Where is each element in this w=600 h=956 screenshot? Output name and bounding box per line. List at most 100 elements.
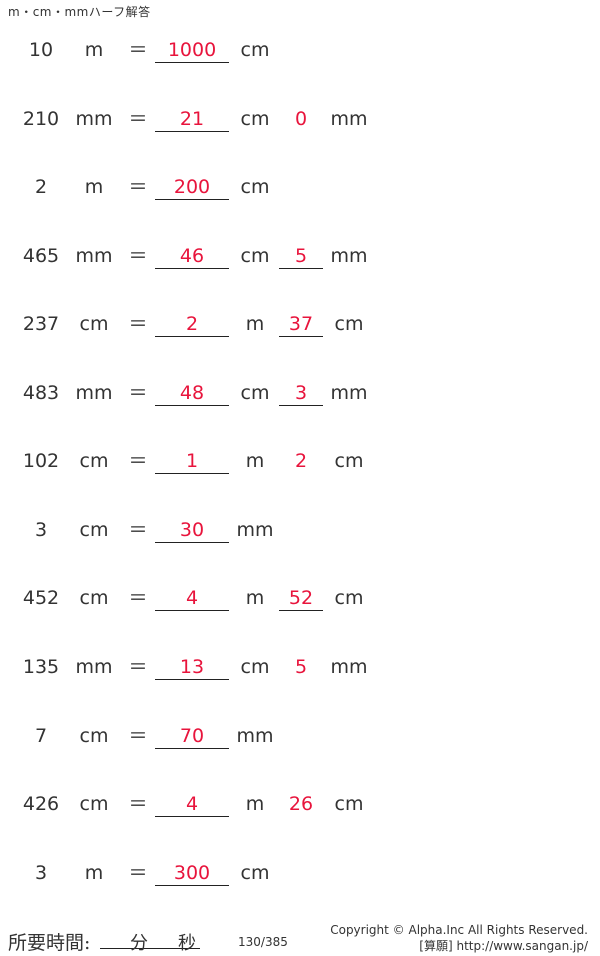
answer-1: 200	[155, 172, 229, 201]
answer-1: 13	[155, 652, 229, 680]
equals-sign: ＝	[128, 176, 148, 199]
unit-from: mm	[75, 107, 113, 130]
equals-sign: ＝	[128, 107, 148, 130]
unit-from: m	[84, 861, 104, 884]
unit-to: cm	[240, 381, 270, 404]
number: 465	[22, 244, 60, 267]
number: 452	[22, 587, 60, 610]
unit-from: cm	[79, 793, 109, 816]
number: 2	[34, 176, 48, 199]
unit-to-2: mm	[330, 107, 368, 130]
number: 7	[34, 724, 48, 747]
equals-sign: ＝	[128, 724, 148, 747]
number: 102	[22, 450, 60, 473]
problem-row: 102 cm ＝ 1 m 2 cm	[0, 446, 600, 476]
page-number: 130/385	[238, 935, 288, 949]
answer-2: 2	[294, 450, 308, 473]
number: 135	[22, 655, 60, 678]
unit-to: cm	[240, 107, 270, 130]
problem-row: 426 cm ＝ 4 m 26 cm	[0, 789, 600, 819]
equals-sign: ＝	[128, 861, 148, 884]
answer-1: 30	[155, 515, 229, 543]
unit-to: cm	[240, 655, 270, 678]
equals-sign: ＝	[128, 518, 148, 541]
equals-sign: ＝	[128, 793, 148, 816]
answer-2: 26	[288, 793, 314, 816]
number: 237	[22, 313, 60, 336]
problem-row: 2 m ＝ 200 cm	[0, 172, 600, 202]
unit-from: cm	[79, 587, 109, 610]
unit-to-2: mm	[330, 655, 368, 678]
unit-to-2: cm	[334, 313, 364, 336]
answer-1: 2	[155, 309, 229, 338]
worksheet-title: m・cm・mmハーフ解答	[8, 5, 151, 19]
problem-row: 7 cm ＝ 70 mm	[0, 721, 600, 751]
unit-from: cm	[79, 450, 109, 473]
problem-row: 210 mm ＝ 21 cm 0 mm	[0, 104, 600, 134]
equals-sign: ＝	[128, 587, 148, 610]
unit-to-2: cm	[334, 587, 364, 610]
number: 3	[34, 518, 48, 541]
problem-row: 452 cm ＝ 4 m 52 cm	[0, 583, 600, 613]
number: 210	[22, 107, 60, 130]
answer-1: 300	[155, 858, 229, 886]
answer-1: 46	[155, 241, 229, 269]
unit-to-2: cm	[334, 450, 364, 473]
equals-sign: ＝	[128, 450, 148, 473]
number: 3	[34, 861, 48, 884]
unit-to: mm	[236, 518, 274, 541]
equals-sign: ＝	[128, 655, 148, 678]
unit-from: cm	[79, 313, 109, 336]
unit-from: m	[84, 176, 104, 199]
unit-to-2: cm	[334, 793, 364, 816]
answer-2: 3	[279, 378, 323, 406]
answer-1: 1	[155, 446, 229, 475]
number: 10	[28, 39, 54, 61]
problem-row: 10 m ＝ 1000 cm	[0, 35, 600, 65]
unit-from: mm	[75, 655, 113, 678]
unit-from: cm	[79, 724, 109, 747]
unit-to-2: mm	[330, 381, 368, 404]
answer-2: 5	[294, 655, 308, 678]
equals-sign: ＝	[128, 39, 148, 61]
problem-row: 135 mm ＝ 13 cm 5 mm	[0, 652, 600, 682]
unit-to: m	[245, 313, 265, 336]
answer-1: 1000	[155, 35, 229, 63]
unit-to: cm	[240, 244, 270, 267]
unit-to: m	[245, 450, 265, 473]
problem-row: 465 mm ＝ 46 cm 5 mm	[0, 241, 600, 271]
unit-to: cm	[240, 39, 270, 61]
unit-from: m	[84, 39, 104, 61]
equals-sign: ＝	[128, 381, 148, 404]
unit-from: mm	[75, 244, 113, 267]
site-url: [算願] http://www.sangan.jp/	[419, 939, 588, 953]
answer-2: 5	[279, 241, 323, 269]
unit-to: cm	[240, 861, 270, 884]
number: 426	[22, 793, 60, 816]
copyright-block: Copyright © Alpha.Inc All Rights Reserve…	[330, 922, 588, 954]
answer-1: 70	[155, 721, 229, 749]
equals-sign: ＝	[128, 313, 148, 336]
time-label: 所要時間:	[8, 932, 91, 954]
minutes-label: 分	[130, 933, 148, 954]
number: 483	[22, 381, 60, 404]
problem-row: 3 m ＝ 300 cm	[0, 858, 600, 888]
answer-1: 4	[155, 789, 229, 818]
problem-row: 3 cm ＝ 30 mm	[0, 515, 600, 545]
unit-to: m	[245, 793, 265, 816]
answer-1: 48	[155, 378, 229, 406]
problem-row: 237 cm ＝ 2 m 37 cm	[0, 309, 600, 339]
unit-to: cm	[240, 176, 270, 199]
answer-1: 4	[155, 583, 229, 612]
unit-to-2: mm	[330, 244, 368, 267]
copyright-text: Copyright © Alpha.Inc All Rights Reserve…	[330, 923, 588, 937]
time-underline	[100, 948, 200, 949]
unit-from: mm	[75, 381, 113, 404]
unit-to: mm	[236, 724, 274, 747]
answer-2: 52	[279, 583, 323, 612]
answer-2: 0	[294, 107, 308, 130]
equals-sign: ＝	[128, 244, 148, 267]
answer-2: 37	[279, 309, 323, 338]
unit-from: cm	[79, 518, 109, 541]
seconds-label: 秒	[178, 933, 196, 954]
